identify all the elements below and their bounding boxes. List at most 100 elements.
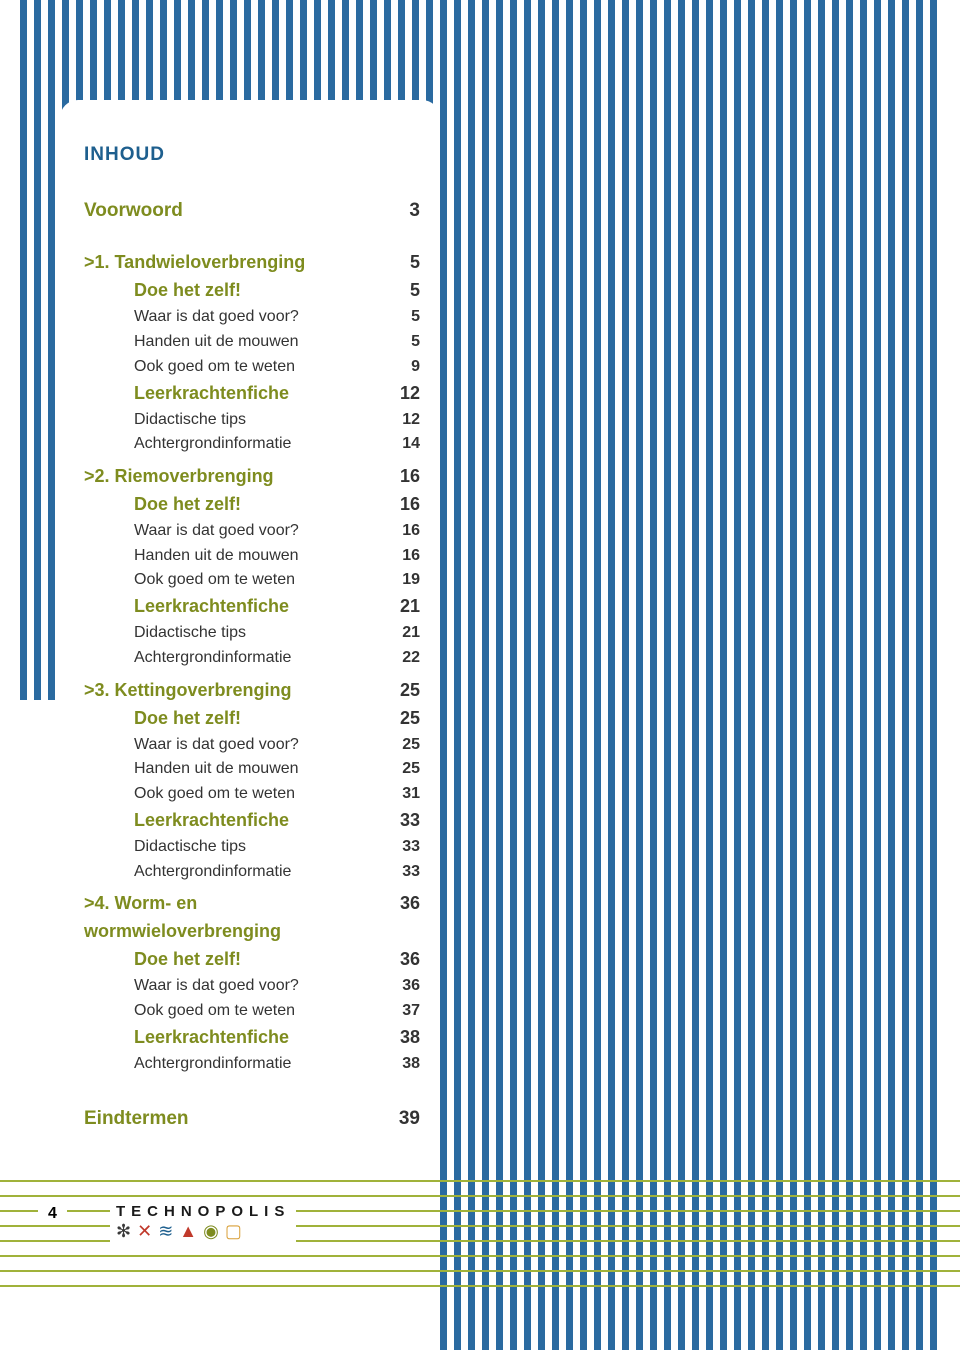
toc-label: Waar is dat goed voor? <box>134 519 380 544</box>
toc-label: Waar is dat goed voor? <box>134 733 380 758</box>
toc-row: >1. Tandwieloverbrenging5 <box>84 249 420 277</box>
toc-label: Doe het zelf! <box>134 705 380 733</box>
toc-label: >1. Tandwieloverbrenging <box>84 249 380 277</box>
toc-label: Didactische tips <box>134 835 380 860</box>
toc-row: >2. Riemoverbrenging16 <box>84 463 420 491</box>
toc-page: 9 <box>380 355 420 380</box>
toc-label: Achtergrondinformatie <box>134 860 380 885</box>
toc-page: 38 <box>380 1052 420 1077</box>
toc-label: Waar is dat goed voor? <box>134 974 380 999</box>
toc-row: Didactische tips33 <box>84 835 420 860</box>
toc-page: 16 <box>380 491 420 519</box>
toc-row: Eindtermen39 <box>84 1104 420 1133</box>
toc-label: Doe het zelf! <box>134 491 380 519</box>
toc-label: Voorwoord <box>84 196 380 225</box>
toc-row: Achtergrondinformatie14 <box>84 432 420 457</box>
toc-page: 16 <box>380 519 420 544</box>
toc-page: 21 <box>380 621 420 646</box>
toc-label: Handen uit de mouwen <box>134 757 380 782</box>
toc-page: 12 <box>380 408 420 433</box>
toc-page: 36 <box>380 946 420 974</box>
toc-row: Achtergrondinformatie38 <box>84 1052 420 1077</box>
toc-page: 21 <box>380 593 420 621</box>
toc-page: 3 <box>380 196 420 225</box>
toc-label: Achtergrondinformatie <box>134 432 380 457</box>
toc-label: >3. Kettingoverbrenging <box>84 677 380 705</box>
toc-page: 19 <box>380 568 420 593</box>
toc-page: 36 <box>380 974 420 999</box>
toc-label: Doe het zelf! <box>134 277 380 305</box>
toc-row: Waar is dat goed voor?5 <box>84 305 420 330</box>
technopolis-logo: TECHNOPOLIS ✻ ✕ ≋ ▲ ◉ ▢ <box>110 1199 296 1244</box>
toc-page: 38 <box>380 1024 420 1052</box>
toc-title: INHOUD <box>84 144 420 166</box>
logo-icon: ≋ <box>158 1222 173 1240</box>
toc-row: Waar is dat goed voor?36 <box>84 974 420 999</box>
logo-icon: ◉ <box>203 1222 219 1240</box>
toc-row: Handen uit de mouwen16 <box>84 544 420 569</box>
toc-row: >3. Kettingoverbrenging25 <box>84 677 420 705</box>
toc-row: Leerkrachtenfiche38 <box>84 1024 420 1052</box>
toc-row: Didactische tips12 <box>84 408 420 433</box>
toc-page: 5 <box>380 305 420 330</box>
toc-label: Ook goed om te weten <box>134 355 380 380</box>
toc-row: Leerkrachtenfiche12 <box>84 380 420 408</box>
logo-icon: ✕ <box>137 1222 152 1240</box>
toc-label: Ook goed om te weten <box>134 782 380 807</box>
toc-page: 5 <box>380 277 420 305</box>
logo-icon: ▢ <box>225 1222 242 1240</box>
toc-row: Handen uit de mouwen5 <box>84 330 420 355</box>
toc-page: 25 <box>380 677 420 705</box>
toc-page: 5 <box>380 249 420 277</box>
toc-label: Achtergrondinformatie <box>134 1052 380 1077</box>
toc-page: 12 <box>380 380 420 408</box>
toc-row: Ook goed om te weten37 <box>84 999 420 1024</box>
toc-page: 39 <box>380 1104 420 1133</box>
toc-page: 33 <box>380 860 420 885</box>
toc-label: Waar is dat goed voor? <box>134 305 380 330</box>
toc-row: Leerkrachtenfiche33 <box>84 807 420 835</box>
toc-row: Doe het zelf!16 <box>84 491 420 519</box>
toc-label: Leerkrachtenfiche <box>134 1024 380 1052</box>
toc-label: Handen uit de mouwen <box>134 544 380 569</box>
logo-text: TECHNOPOLIS <box>116 1203 290 1220</box>
toc-page: 22 <box>380 646 420 671</box>
toc-row: Voorwoord3 <box>84 196 420 225</box>
toc-page: 16 <box>380 544 420 569</box>
toc-page: 14 <box>380 432 420 457</box>
toc-page: 31 <box>380 782 420 807</box>
toc-row: Handen uit de mouwen25 <box>84 757 420 782</box>
page-number: 4 <box>38 1205 67 1223</box>
logo-icons: ✻ ✕ ≋ ▲ ◉ ▢ <box>116 1222 290 1240</box>
toc-label: >2. Riemoverbrenging <box>84 463 380 491</box>
toc-page: 36 <box>380 890 420 918</box>
toc-row: Achtergrondinformatie22 <box>84 646 420 671</box>
toc-card: INHOUD Voorwoord3>1. Tandwieloverbrengin… <box>60 100 440 1218</box>
toc-label: Didactische tips <box>134 621 380 646</box>
toc-label: Leerkrachtenfiche <box>134 380 380 408</box>
logo-icon: ✻ <box>116 1222 131 1240</box>
toc-label: Leerkrachtenfiche <box>134 593 380 621</box>
toc-row: Leerkrachtenfiche21 <box>84 593 420 621</box>
toc-row: Doe het zelf!5 <box>84 277 420 305</box>
toc-row: Waar is dat goed voor?16 <box>84 519 420 544</box>
toc-page: 33 <box>380 835 420 860</box>
toc-label: Ook goed om te weten <box>134 568 380 593</box>
toc-row: Ook goed om te weten19 <box>84 568 420 593</box>
toc-row: Waar is dat goed voor?25 <box>84 733 420 758</box>
toc-row: Ook goed om te weten31 <box>84 782 420 807</box>
logo-icon: ▲ <box>179 1222 197 1240</box>
toc-row: Didactische tips21 <box>84 621 420 646</box>
toc-label: Leerkrachtenfiche <box>134 807 380 835</box>
toc-label: Ook goed om te weten <box>134 999 380 1024</box>
toc-page: 25 <box>380 757 420 782</box>
toc-label: Eindtermen <box>84 1104 380 1133</box>
toc-row: Doe het zelf!25 <box>84 705 420 733</box>
toc-label: Doe het zelf! <box>134 946 380 974</box>
toc-label: Handen uit de mouwen <box>134 330 380 355</box>
toc-row: Doe het zelf!36 <box>84 946 420 974</box>
toc-row: >4. Worm- en wormwieloverbrenging36 <box>84 890 420 946</box>
toc-label: >4. Worm- en wormwieloverbrenging <box>84 890 380 946</box>
toc-page: 16 <box>380 463 420 491</box>
toc-row: Achtergrondinformatie33 <box>84 860 420 885</box>
